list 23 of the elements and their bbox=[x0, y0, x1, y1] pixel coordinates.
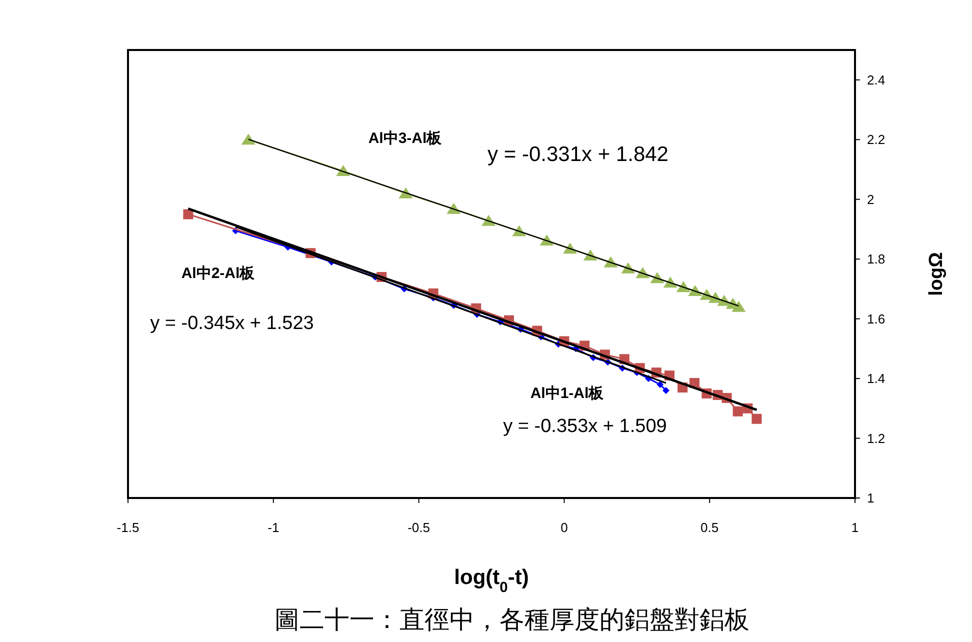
annotation: Al中1-Al板 bbox=[530, 385, 605, 402]
x-axis-title: log(t$_{0}$-t) bbox=[454, 566, 529, 596]
x-tick-label: -0.5 bbox=[408, 520, 430, 535]
y-tick-label: 2.4 bbox=[867, 72, 886, 88]
y-tick-label: 1 bbox=[867, 490, 874, 506]
y-tick-label: 1.4 bbox=[867, 371, 886, 386]
annotation: y = -0.331x + 1.842 bbox=[488, 143, 668, 166]
y-tick-label: 2.2 bbox=[867, 132, 886, 148]
annotation: y = -0.345x + 1.523 bbox=[150, 313, 314, 334]
x-tick-label: 0.5 bbox=[700, 520, 719, 535]
x-tick-label: -1.5 bbox=[116, 520, 140, 535]
x-tick-label: 1 bbox=[851, 520, 859, 535]
y-tick-label: 2 bbox=[867, 192, 874, 207]
text: 圖二十一：直徑中，各種厚度的鋁盤對鋁板 bbox=[274, 605, 750, 634]
annotation: y = -0.353x + 1.509 bbox=[503, 416, 667, 437]
y-axis-title: logΩ bbox=[926, 252, 947, 296]
x-tick-label: 0 bbox=[560, 520, 568, 535]
annotation: Al中3-Al板 bbox=[368, 130, 443, 147]
y-tick-label: 1.6 bbox=[867, 311, 886, 326]
y-tick-label: 1.2 bbox=[867, 430, 886, 446]
annotation: Al中2-Al板 bbox=[181, 265, 256, 282]
y-tick-label: 1.8 bbox=[867, 252, 886, 267]
x-tick-label: -1 bbox=[268, 520, 280, 535]
